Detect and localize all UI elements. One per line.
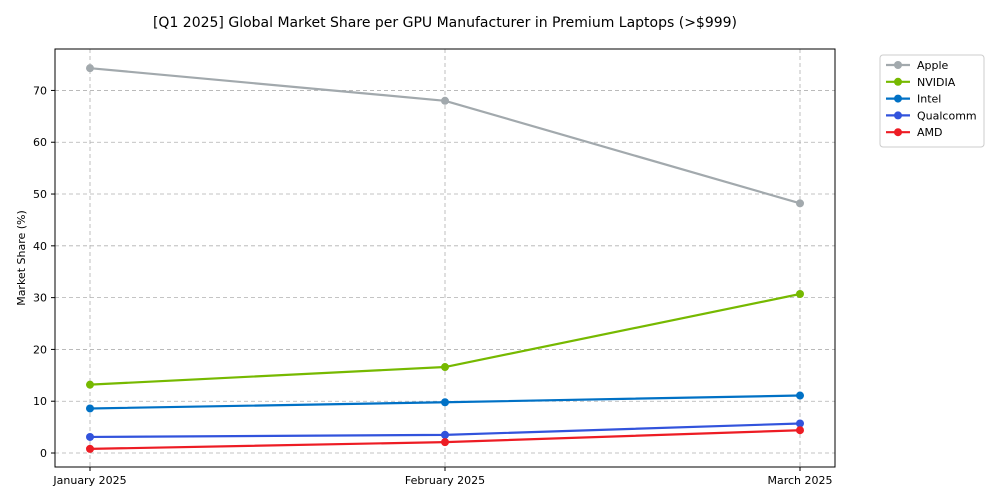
legend: Apple NVIDIA Intel Qualcomm AMD [879,54,985,148]
y-axis: 0 10 20 30 40 50 60 70 [33,84,55,460]
y-tick-label: 0 [40,447,47,460]
legend-label: Intel [917,93,941,106]
legend-marker [894,128,902,137]
y-tick-label: 10 [33,395,47,408]
series-apple [86,64,804,208]
y-tick-label: 30 [33,292,47,305]
series-qualcomm [86,419,804,441]
y-tick-label: 70 [33,84,47,97]
data-point [441,96,449,105]
legend-marker [894,111,902,120]
y-tick-label: 40 [33,240,47,253]
data-point [796,289,804,298]
legend-label: Qualcomm [917,109,977,122]
data-point [86,444,94,453]
series-intel [86,391,804,413]
data-point [86,64,94,73]
x-tick-label: February 2025 [405,474,485,487]
data-point [86,432,94,441]
data-point [441,398,449,407]
series-amd [86,426,804,453]
legend-item-nvidia: NVIDIA [886,76,956,89]
legend-item-apple: Apple [886,59,949,72]
legend-marker [894,94,902,103]
x-axis: January 2025 February 2025 March 2025 [52,467,833,487]
y-axis-label: Market Share (%) [15,210,28,306]
x-tick-label: March 2025 [767,474,832,487]
y-tick-label: 20 [33,343,47,356]
x-tick-label: January 2025 [52,474,126,487]
data-point [796,199,804,208]
legend-label: NVIDIA [917,76,956,89]
legend-box [879,54,985,148]
data-point [796,419,804,428]
legend-item-qualcomm: Qualcomm [886,109,977,122]
y-tick-label: 50 [33,188,47,201]
chart-title: [Q1 2025] Global Market Share per GPU Ma… [153,15,737,31]
series-nvidia [86,289,804,389]
legend-item-intel: Intel [886,93,941,106]
data-point [796,391,804,400]
grid [55,49,835,467]
series-group [86,64,804,453]
data-point [86,380,94,389]
data-point [86,404,94,413]
y-tick-label: 60 [33,136,47,149]
data-point [796,426,804,435]
legend-label: AMD [917,126,943,139]
data-point [441,438,449,447]
legend-marker [894,77,902,86]
data-point [441,430,449,439]
legend-label: Apple [917,59,949,72]
legend-item-amd: AMD [886,126,943,139]
data-point [441,363,449,372]
legend-marker [894,61,902,69]
